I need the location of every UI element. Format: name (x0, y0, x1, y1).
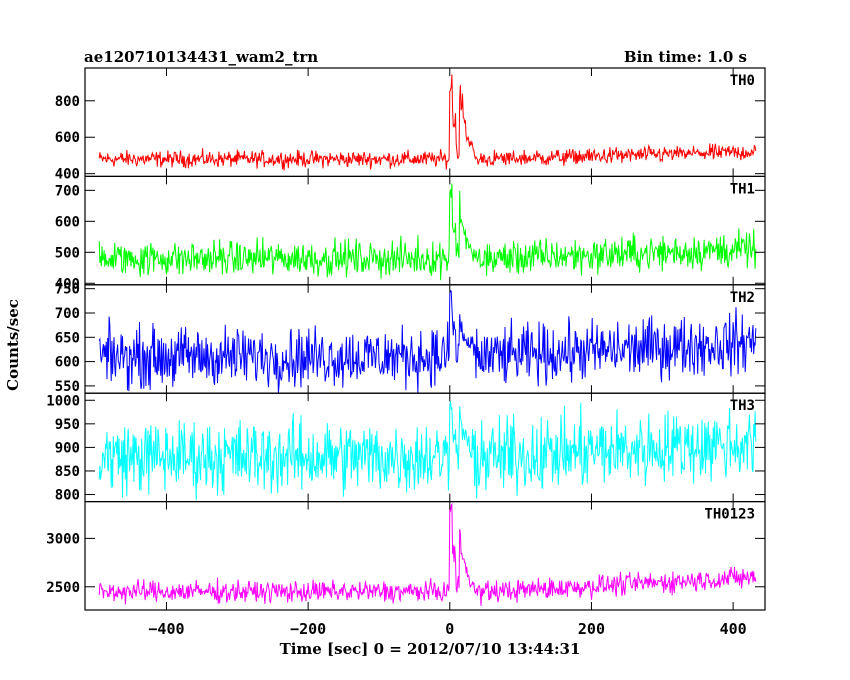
y-tick-label: 600 (55, 130, 80, 146)
y-tick-label: 700 (55, 183, 80, 199)
panel-frame-th1 (84, 175, 766, 286)
series-line-th0123 (98, 502, 757, 606)
x-axis-label: Time [sec] 0 = 2012/07/10 13:44:31 (280, 640, 581, 658)
panel-label-th0: TH0 (730, 73, 755, 89)
panel-label-th1: TH1 (730, 181, 755, 197)
y-tick-label: 900 (55, 440, 80, 456)
bin-time-label: Bin time: 1.0 s (624, 48, 747, 66)
y-axis-label: Counts/sec (4, 299, 22, 391)
y-tick-label: 400 (55, 276, 80, 292)
y-tick-label: 1000 (46, 393, 80, 409)
series-line-th0 (98, 74, 757, 171)
y-tick-label: 650 (55, 330, 80, 346)
panel-frame-th3 (84, 392, 766, 503)
x-tick-label: 0 (445, 620, 454, 638)
y-tick-label: 3000 (46, 531, 80, 547)
series-line-th2 (98, 289, 757, 394)
x-tick-label: 200 (578, 620, 605, 638)
panel-frame-th0123 (84, 501, 766, 611)
series-line-th3 (98, 400, 757, 501)
y-tick-label: 600 (55, 214, 80, 230)
series-line-th1 (98, 183, 757, 281)
y-tick-label: 600 (55, 355, 80, 371)
x-tick-label: 400 (720, 620, 747, 638)
y-tick-label: 2500 (46, 580, 80, 596)
y-tick-label: 700 (55, 306, 80, 322)
y-tick-label: 750 (55, 282, 80, 298)
panels-group: 400 600 800 TH0 400 500 600 700 TH1 550 600 650 700 7… (46, 67, 766, 638)
x-tick-label: −200 (290, 620, 326, 638)
x-tick-label: −400 (148, 620, 184, 638)
y-tick-label: 550 (55, 379, 80, 395)
y-tick-label: 800 (55, 488, 80, 504)
panel-label-th3: TH3 (730, 398, 755, 414)
y-tick-label: 850 (55, 464, 80, 480)
y-tick-label: 800 (55, 94, 80, 110)
chart-title: ae120710134431_wam2_trn (84, 48, 318, 66)
y-tick-label: 400 (55, 167, 80, 183)
panel-label-th0123: TH0123 (704, 507, 755, 523)
y-tick-label: 500 (55, 245, 80, 261)
panel-label-th2: TH2 (730, 290, 755, 306)
panel-frame-th2 (84, 284, 766, 394)
y-tick-label: 950 (55, 417, 80, 433)
